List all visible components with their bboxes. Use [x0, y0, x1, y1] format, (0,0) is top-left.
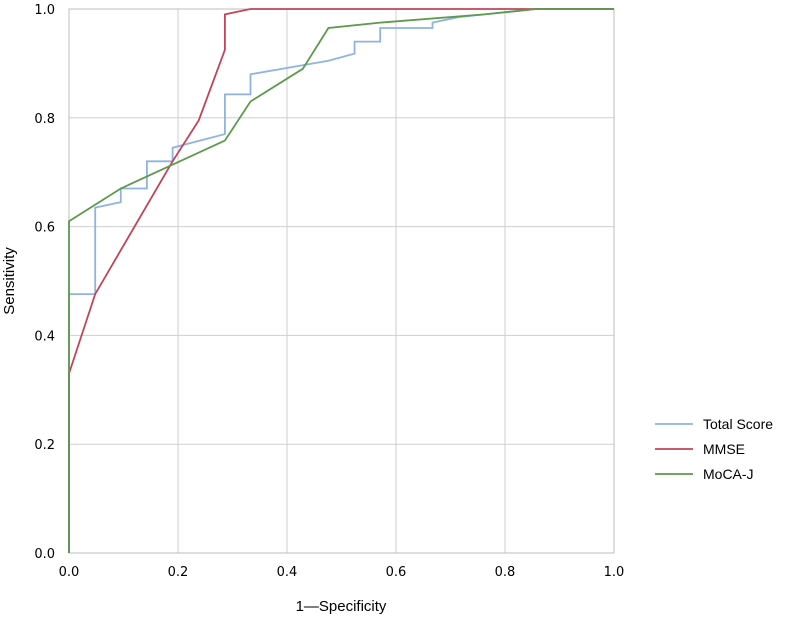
axis-layer: 0.0 0.2 0.4 0.6 0.8 1.0 0.0 0.2 0.4 0.6 0.8 1.0 [34, 3, 624, 580]
legend-label-mmse: MMSE [703, 441, 745, 457]
x-tick-label: 0.2 [168, 565, 189, 580]
x-tick-label: 0.0 [59, 565, 80, 580]
plot-frame [68, 8, 615, 554]
legend: Total Score MMSE MoCA-J [655, 416, 773, 482]
series-line-total-score [68, 8, 614, 553]
x-tick-label: 0.4 [277, 565, 298, 580]
x-tick-label: 0.6 [386, 565, 407, 580]
x-tick-label: 0.8 [495, 565, 516, 580]
x-tick-label: 1.0 [604, 565, 625, 580]
legend-label-moca-j: MoCA-J [703, 466, 754, 482]
y-tick-label: 0.2 [34, 438, 55, 453]
y-tick-label: 0.8 [34, 112, 55, 127]
legend-label-total-score: Total Score [703, 416, 773, 432]
y-axis-title: Sensitivity [1, 247, 18, 315]
y-tick-label: 0.0 [34, 547, 55, 562]
x-axis-title: 1—Specificity [296, 598, 387, 615]
y-tick-label: 0.6 [34, 221, 55, 236]
series-layer [68, 8, 614, 553]
y-tick-label: 0.4 [34, 329, 55, 344]
series-line-mmse [68, 8, 614, 553]
grid-layer [68, 8, 615, 554]
series-line-moca-j [68, 8, 614, 553]
y-tick-label: 1.0 [34, 3, 55, 18]
